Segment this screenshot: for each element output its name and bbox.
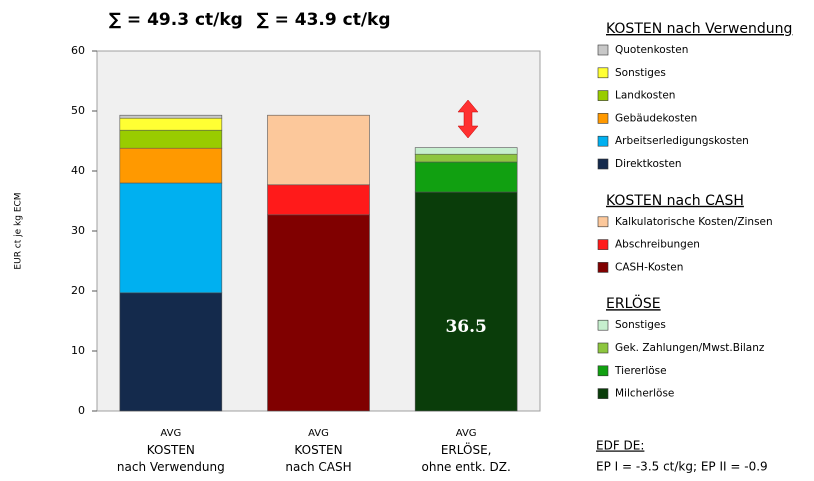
x-tick-label: AVG KOSTEN nach Verwendung [116, 428, 225, 474]
legend-heading: ERLÖSE [606, 294, 661, 312]
legend-swatch [597, 365, 609, 377]
y-tick-label: 0 [78, 404, 85, 417]
legend-heading: KOSTEN nach CASH [606, 193, 744, 209]
bar-segment [119, 117, 223, 131]
note-text: EP I = -3.5 ct/kg; EP II = -0.9 [596, 460, 768, 474]
y-tick-label: 20 [71, 284, 85, 297]
double-arrow [457, 99, 479, 139]
legend-swatch [597, 239, 609, 250]
legend-swatch [597, 216, 609, 228]
bar-segment [119, 129, 223, 149]
legend-label: Tiererlöse [614, 365, 667, 377]
x-tick-label: AVG ERLÖSE, ohne entk. DZ. [421, 428, 511, 474]
bar-segment [414, 153, 518, 163]
bar-segment [267, 184, 370, 216]
legend-swatch [597, 319, 609, 331]
legend-swatch [597, 342, 609, 354]
legend-label: Sonstiges [615, 319, 666, 331]
y-tick-label: 60 [71, 44, 85, 57]
legend-swatch [597, 90, 609, 101]
y-tick-label: 50 [71, 104, 85, 117]
legend-label: CASH-Kosten [615, 261, 683, 273]
legend-label: Direktkosten [615, 158, 682, 170]
y-tick-label: 10 [71, 344, 85, 357]
y-axis-label: EUR ct je kg ECM [14, 192, 24, 269]
bar-segment [267, 214, 370, 412]
legend-swatch [597, 44, 609, 56]
y-tick-label: 40 [71, 164, 85, 177]
note-heading: EDF DE: [596, 439, 644, 453]
bar-segment [414, 147, 518, 155]
total-annotation: ∑ = 43.9 ct/kg [256, 10, 390, 30]
legend-label: Gek. Zahlungen/Mwst.Bilanz [615, 342, 765, 354]
legend-swatch [597, 135, 609, 147]
legend-label: Abschreibungen [615, 239, 700, 251]
legend-heading: KOSTEN nach Verwendung [606, 21, 792, 37]
legend-swatch [597, 262, 609, 273]
legend-swatch [597, 67, 609, 79]
bar-segment [119, 147, 223, 184]
legend-label: Landkosten [615, 90, 675, 102]
total-annotation: ∑ = 49.3 ct/kg [109, 10, 243, 30]
legend-swatch [597, 158, 609, 170]
y-tick-label: 30 [71, 224, 85, 237]
legend-label: Sonstiges [615, 67, 666, 79]
legend-label: Kalkulatorische Kosten/Zinsen [615, 216, 773, 228]
bar-segment [119, 182, 223, 294]
legend-label: Gebäudekosten [615, 112, 697, 124]
bar-segment [414, 161, 518, 193]
data-label: 36.5 [445, 317, 486, 337]
legend-label: Quotenkosten [615, 44, 688, 56]
legend-label: Milcherlöse [615, 388, 674, 400]
legend-label: Arbeitserledigungskosten [615, 135, 749, 147]
bar-segment [414, 191, 518, 412]
legend-swatch [597, 113, 609, 124]
bar-segment [119, 292, 223, 412]
legend-swatch [597, 388, 609, 399]
bar-segment [267, 114, 370, 186]
bar-segment [119, 114, 223, 119]
x-tick-label: AVG KOSTEN nach CASH [285, 428, 352, 474]
